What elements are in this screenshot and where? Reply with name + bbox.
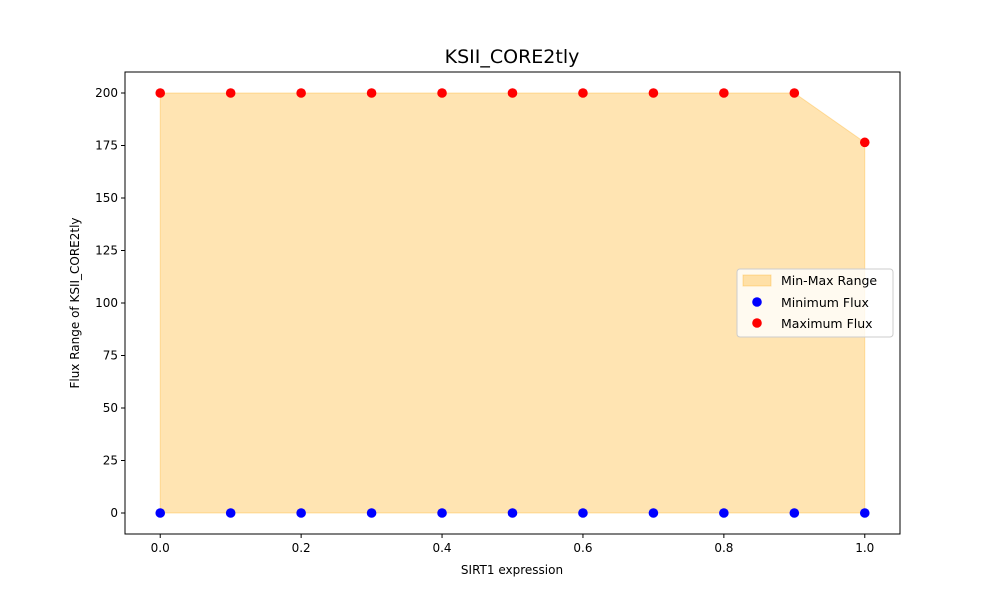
x-tick-label: 0.0 xyxy=(151,541,170,555)
y-tick-label: 200 xyxy=(95,86,118,100)
legend: Min-Max Range Minimum Flux Maximum Flux xyxy=(736,268,894,338)
minimum-flux-point xyxy=(789,508,800,518)
maximum-flux-point xyxy=(719,88,729,98)
maximum-flux-point xyxy=(225,88,236,98)
minimum-flux-point xyxy=(719,508,729,518)
legend-swatch-min-max-range xyxy=(742,274,772,287)
x-axis-ticks: 0.0 0.2 0.4 0.6 0.8 1.0 xyxy=(151,534,874,555)
x-tick-label: 0.6 xyxy=(573,541,592,555)
chart-title: KSII_CORE2tly xyxy=(445,46,580,68)
minimum-flux-point xyxy=(225,508,236,518)
maximum-flux-point xyxy=(296,88,306,98)
y-axis-label: Flux Range of KSII_CORE2tly xyxy=(68,217,82,388)
maximum-flux-point xyxy=(578,88,588,98)
x-tick-label: 0.4 xyxy=(432,541,451,555)
minimum-flux-point xyxy=(859,508,870,518)
legend-label-min-max-range: Min-Max Range xyxy=(781,273,877,288)
y-tick-label: 150 xyxy=(95,191,118,205)
x-tick-label: 0.2 xyxy=(292,541,311,555)
x-tick-label: 0.8 xyxy=(714,541,733,555)
maximum-flux-point xyxy=(648,88,659,98)
maximum-flux-point xyxy=(366,88,377,98)
minimum-flux-point xyxy=(366,508,377,518)
minimum-flux-point xyxy=(437,508,447,518)
legend-marker-maximum-flux xyxy=(752,318,762,328)
points-layer xyxy=(155,88,870,518)
x-tick-label: 1.0 xyxy=(855,541,874,555)
minimum-flux-point xyxy=(507,508,518,518)
y-tick-label: 75 xyxy=(103,349,118,363)
minimum-flux-point xyxy=(578,508,588,518)
maximum-flux-point xyxy=(507,88,518,98)
maximum-flux-point xyxy=(155,88,166,98)
y-tick-label: 50 xyxy=(103,401,118,415)
y-tick-label: 0 xyxy=(110,506,118,520)
legend-box xyxy=(736,268,894,338)
maximum-flux-point xyxy=(859,137,870,148)
legend-label-maximum-flux: Maximum Flux xyxy=(781,316,873,331)
y-axis-ticks: 0 25 50 75 100 125 150 175 200 xyxy=(95,86,125,520)
y-tick-label: 100 xyxy=(95,296,118,310)
legend-label-minimum-flux: Minimum Flux xyxy=(781,295,869,310)
minimum-flux-point xyxy=(648,508,659,518)
maximum-flux-point xyxy=(437,88,447,98)
y-tick-label: 125 xyxy=(95,244,118,258)
minimum-flux-point xyxy=(155,508,166,518)
legend-marker-minimum-flux xyxy=(752,297,762,307)
maximum-flux-point xyxy=(789,88,800,98)
x-axis-label: SIRT1 expression xyxy=(461,563,563,577)
minimum-flux-point xyxy=(296,508,306,518)
y-tick-label: 25 xyxy=(103,454,118,468)
y-tick-label: 175 xyxy=(95,139,118,153)
